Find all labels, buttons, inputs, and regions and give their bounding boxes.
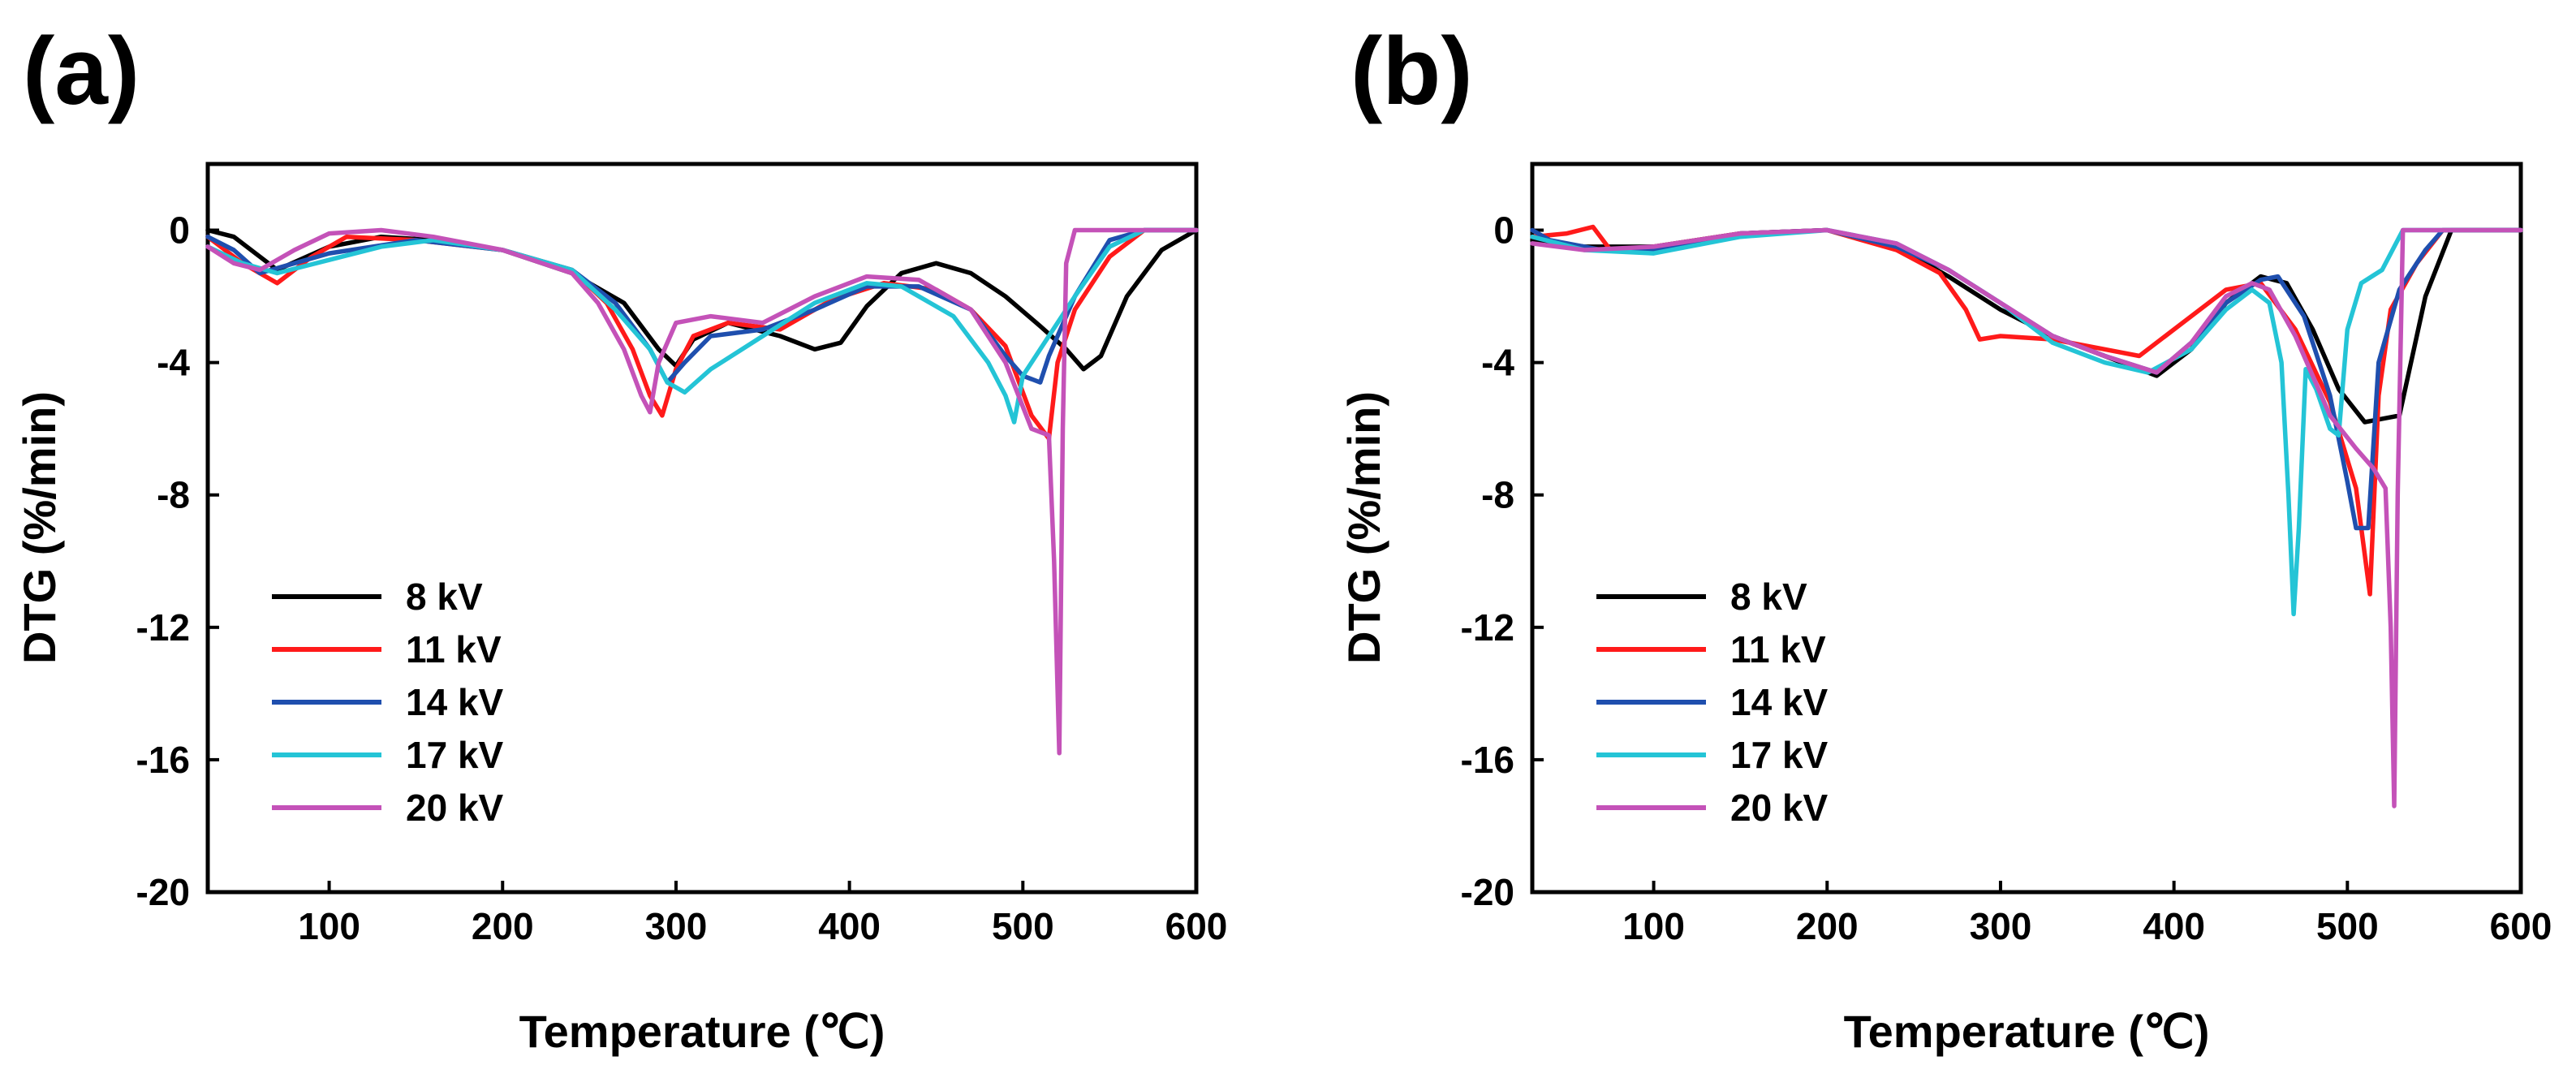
panel-b-y-tick-label--20: -20: [1461, 871, 1514, 913]
panel-b-legend-label-14kv: 14 kV: [1730, 681, 1829, 723]
panel-a-y-tick-label-0: 0: [169, 209, 190, 252]
panel-b-x-tick-label-600: 600: [2490, 905, 2552, 947]
panel-b: (b) 100 200 300 400 500 600 0 -4 -8 -12 -16 -20 8 …: [1338, 18, 2552, 1057]
panel-a-x-tick-label-600: 600: [1165, 905, 1228, 947]
panel-b-y-axis-label: DTG (%/min): [1338, 391, 1389, 664]
panel-b-x-tick-label-200: 200: [1796, 905, 1859, 947]
panel-b-label: (b): [1350, 18, 1473, 125]
panel-a-series-17kv: [208, 231, 1196, 423]
panel-a-x-tick-label-300: 300: [645, 905, 708, 947]
panel-b-y-tick-label--16: -16: [1461, 739, 1514, 781]
panel-a-y-axis-label: DTG (%/min): [14, 391, 65, 664]
panel-a-x-tick-label-200: 200: [472, 905, 534, 947]
panel-b-legend-label-20kv: 20 kV: [1730, 787, 1829, 829]
panel-a-legend-label-14kv: 14 kV: [406, 681, 504, 723]
panel-a-y-tick-label--4: -4: [157, 342, 190, 384]
panel-a-x-tick-label-500: 500: [992, 905, 1054, 947]
panel-a-x-tick-label-400: 400: [818, 905, 881, 947]
panel-a-legend-label-8kv: 8 kV: [406, 576, 483, 618]
panel-b-legend-label-8kv: 8 kV: [1730, 576, 1807, 618]
panel-b-x-tick-label-500: 500: [2316, 905, 2379, 947]
panel-b-series-11kv: [1532, 227, 2521, 595]
panel-b-legend-label-17kv: 17 kV: [1730, 734, 1829, 776]
panel-a-legend-label-17kv: 17 kV: [406, 734, 504, 776]
panel-b-x-axis-label: Temperature (℃): [1844, 1006, 2210, 1057]
panel-a-legend-label-11kv: 11 kV: [406, 628, 502, 671]
panel-a: (a) 100 200 300 400 500 600 0 -4 -8 -12 -16 -20 8 …: [14, 18, 1227, 1057]
panel-b-x-tick-label-300: 300: [1970, 905, 2032, 947]
panel-a-legend-label-20kv: 20 kV: [406, 787, 504, 829]
panel-a-y-tick-label--20: -20: [136, 871, 190, 913]
panel-b-y-tick-label-0: 0: [1493, 209, 1514, 252]
panel-b-x-tick-label-100: 100: [1622, 905, 1685, 947]
panel-a-x-tick-label-100: 100: [298, 905, 360, 947]
panel-b-y-tick-label--12: -12: [1461, 606, 1514, 649]
panel-a-label: (a): [23, 18, 140, 125]
panel-b-x-tick-label-400: 400: [2143, 905, 2205, 947]
panel-a-y-tick-label--12: -12: [136, 606, 190, 649]
panel-b-legend-label-11kv: 11 kV: [1730, 628, 1826, 671]
panel-b-legend: 8 kV 11 kV 14 kV 17 kV 20 kV: [1596, 576, 1829, 829]
panel-a-legend: 8 kV 11 kV 14 kV 17 kV 20 kV: [272, 576, 504, 829]
panel-a-y-tick-label--16: -16: [136, 739, 190, 781]
panel-a-plot-frame: [208, 164, 1196, 892]
panel-a-y-tick-label--8: -8: [157, 474, 190, 516]
panel-a-series-20kv: [208, 231, 1196, 753]
panel-b-y-tick-label--4: -4: [1481, 342, 1514, 384]
panel-b-series-8kv: [1532, 231, 2521, 423]
panel-a-x-axis-label: Temperature (℃): [519, 1006, 885, 1057]
dtg-figure: (a) 100 200 300 400 500 600 0 -4 -8 -12 -16 -20 8 …: [0, 0, 2576, 1078]
panel-b-y-tick-label--8: -8: [1481, 474, 1514, 516]
panel-b-series: [1532, 227, 2521, 807]
panel-a-series: [208, 231, 1196, 753]
